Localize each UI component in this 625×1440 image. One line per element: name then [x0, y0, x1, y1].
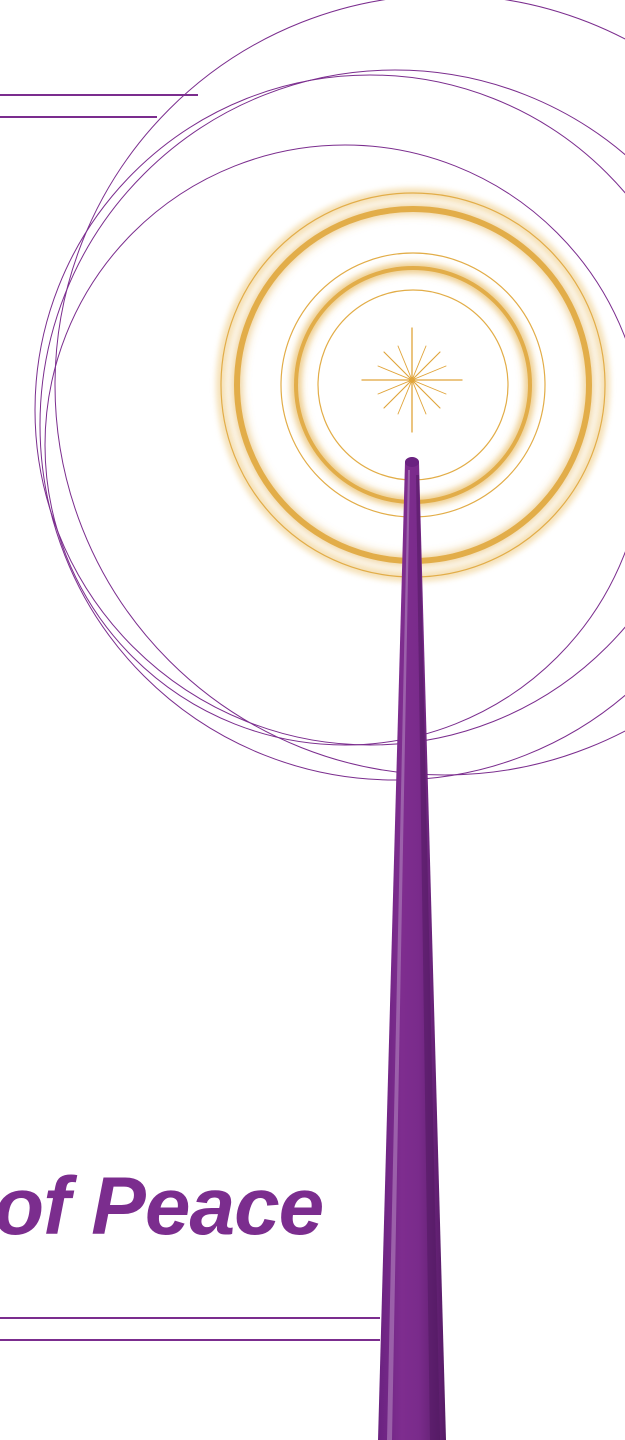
- orbit-circle: [54, 0, 625, 776]
- orbit-circle: [44, 144, 625, 746]
- orbit-circle: [39, 69, 625, 781]
- orbit-circle: [34, 74, 625, 746]
- candle-icon: [378, 457, 446, 1440]
- page-title: of Peace: [0, 1161, 324, 1252]
- sparkle-star-icon: [361, 327, 463, 433]
- orbit-circles: [34, 0, 625, 781]
- halo-ring-inner-thin: [317, 289, 509, 481]
